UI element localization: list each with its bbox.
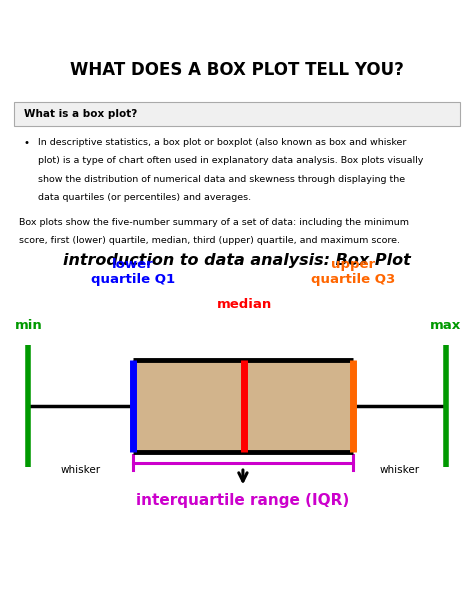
Text: introduction to data analysis: Box Plot: introduction to data analysis: Box Plot bbox=[63, 253, 411, 268]
Text: WHAT DOES A BOX PLOT TELL YOU?: WHAT DOES A BOX PLOT TELL YOU? bbox=[70, 61, 404, 80]
Text: score, first (lower) quartile, median, third (upper) quartile, and maximum score: score, first (lower) quartile, median, t… bbox=[19, 236, 400, 245]
Bar bbox=[133, 360, 353, 452]
Text: min: min bbox=[15, 319, 42, 332]
Text: •: • bbox=[24, 138, 30, 148]
Text: In descriptive statistics, a box plot or boxplot (also known as box and whisker: In descriptive statistics, a box plot or… bbox=[38, 138, 406, 147]
Text: max: max bbox=[430, 319, 461, 332]
Text: upper
quartile Q3: upper quartile Q3 bbox=[311, 258, 395, 286]
Text: interquartile range (IQR): interquartile range (IQR) bbox=[137, 493, 349, 508]
Text: whisker: whisker bbox=[61, 465, 100, 475]
Text: median: median bbox=[217, 298, 272, 311]
Text: show the distribution of numerical data and skewness through displaying the: show the distribution of numerical data … bbox=[38, 175, 405, 184]
Text: What is a box plot?: What is a box plot? bbox=[24, 109, 137, 119]
Text: lower
quartile Q1: lower quartile Q1 bbox=[91, 258, 175, 286]
Text: data quartiles (or percentiles) and averages.: data quartiles (or percentiles) and aver… bbox=[38, 193, 251, 202]
Text: Box plots show the five-number summary of a set of data: including the minimum: Box plots show the five-number summary o… bbox=[19, 218, 409, 227]
Text: whisker: whisker bbox=[379, 465, 419, 475]
Text: plot) is a type of chart often used in explanatory data analysis. Box plots visu: plot) is a type of chart often used in e… bbox=[38, 156, 423, 166]
Bar bbox=[14, 102, 460, 126]
